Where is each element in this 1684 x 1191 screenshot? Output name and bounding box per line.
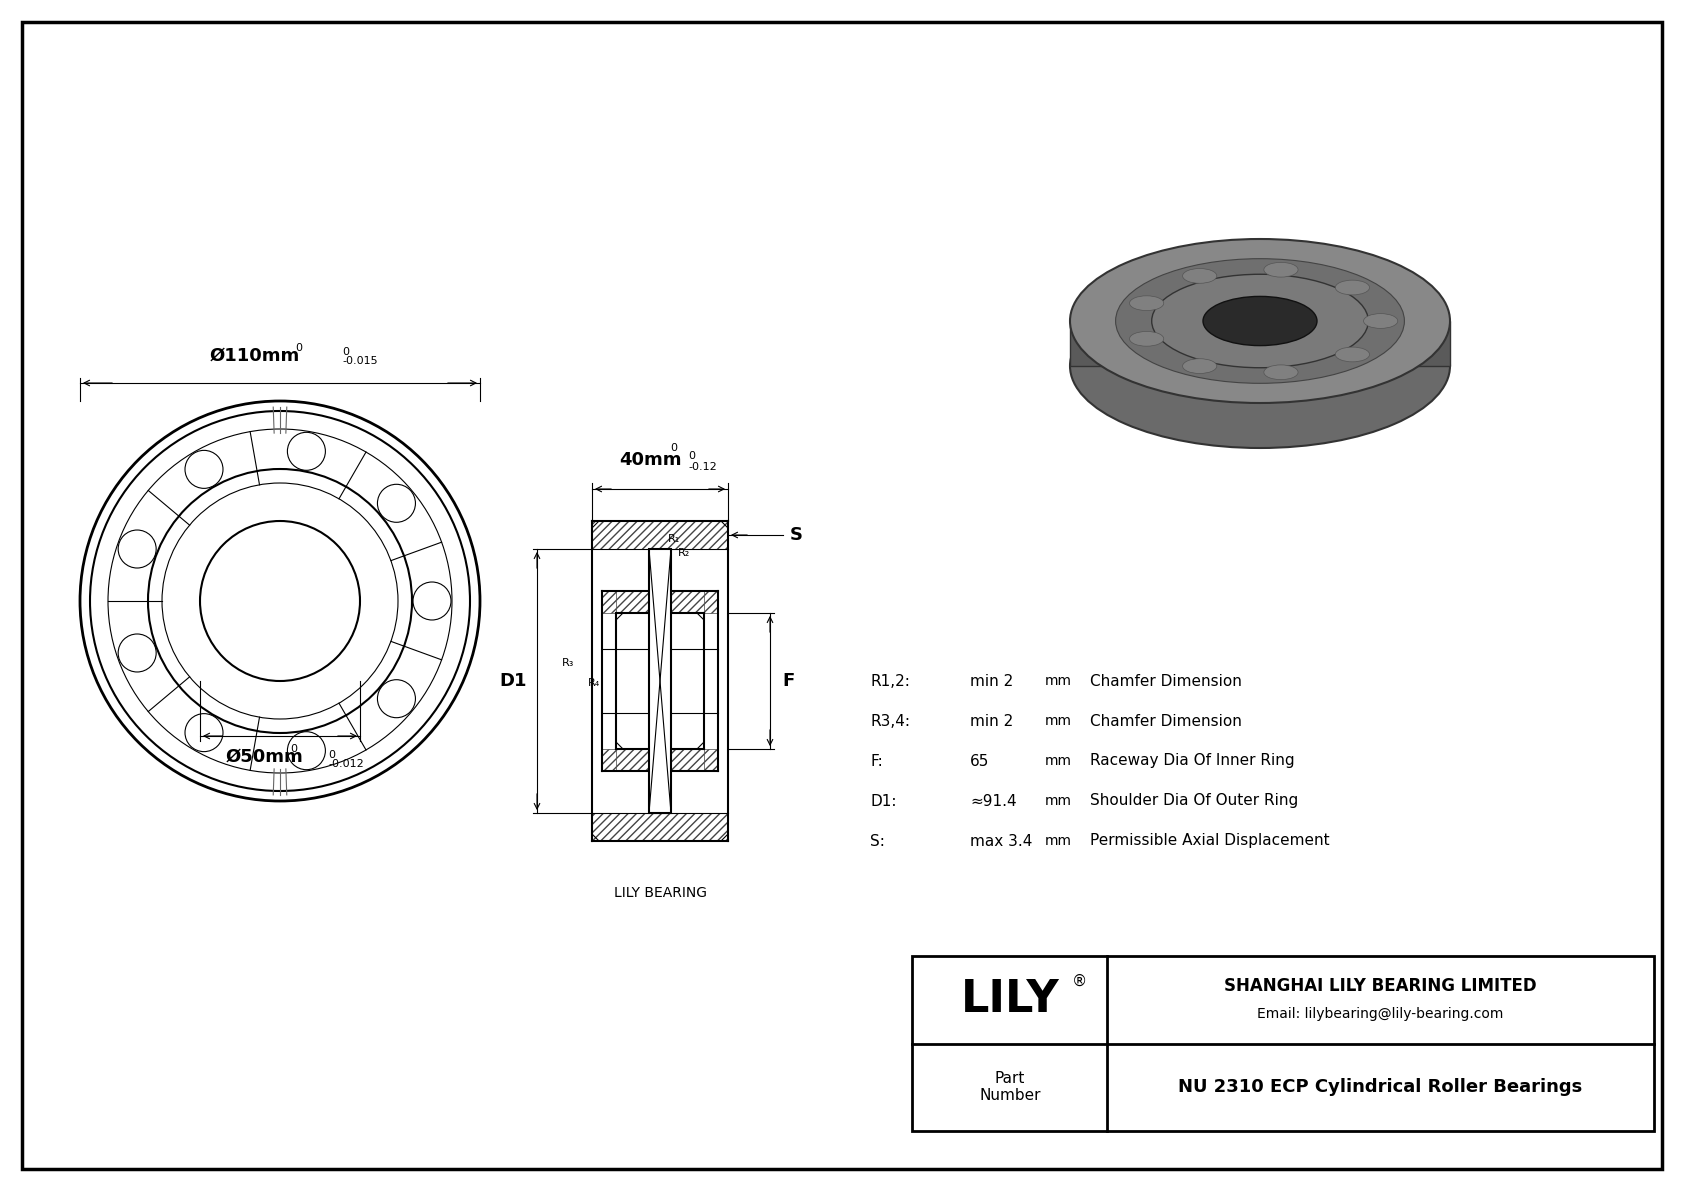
Polygon shape	[1069, 322, 1450, 366]
Text: 0: 0	[670, 443, 677, 453]
Text: R3,4:: R3,4:	[871, 713, 909, 729]
Ellipse shape	[1130, 331, 1164, 347]
Text: 0: 0	[290, 744, 296, 754]
Text: 0: 0	[295, 343, 301, 353]
Text: Raceway Dia Of Inner Ring: Raceway Dia Of Inner Ring	[1090, 754, 1295, 768]
Ellipse shape	[1265, 262, 1298, 278]
Text: min 2: min 2	[970, 673, 1014, 688]
Text: mm: mm	[1046, 674, 1073, 688]
Text: Part
Number: Part Number	[980, 1071, 1041, 1103]
Ellipse shape	[1130, 295, 1164, 311]
Bar	[601, 749, 717, 771]
Bar	[593, 813, 727, 841]
Text: -0.015: -0.015	[342, 356, 377, 366]
Text: D1:: D1:	[871, 793, 896, 809]
Text: R₃: R₃	[562, 657, 574, 668]
Ellipse shape	[1364, 313, 1398, 329]
Text: 0: 0	[342, 347, 349, 357]
Text: ≈91.4: ≈91.4	[970, 793, 1017, 809]
Ellipse shape	[1069, 239, 1450, 403]
Text: R₁: R₁	[669, 534, 680, 544]
Text: mm: mm	[1046, 713, 1073, 728]
Bar	[616, 749, 704, 771]
Text: 0: 0	[328, 750, 335, 760]
Text: Shoulder Dia Of Outer Ring: Shoulder Dia Of Outer Ring	[1090, 793, 1298, 809]
Bar	[593, 520, 727, 549]
Text: -0.12: -0.12	[689, 462, 717, 472]
Bar	[648, 549, 670, 813]
Ellipse shape	[1265, 364, 1298, 380]
Text: mm: mm	[1046, 834, 1073, 848]
Text: mm: mm	[1046, 794, 1073, 807]
Text: mm: mm	[1046, 754, 1073, 768]
Ellipse shape	[1069, 283, 1450, 448]
Ellipse shape	[1182, 268, 1218, 283]
Bar	[913, 956, 1654, 1131]
Text: Permissible Axial Displacement: Permissible Axial Displacement	[1090, 834, 1330, 848]
Text: LILY BEARING: LILY BEARING	[613, 886, 707, 900]
Text: 65: 65	[970, 754, 990, 768]
Text: 0: 0	[689, 451, 695, 461]
Text: 40mm: 40mm	[618, 451, 682, 469]
Text: Chamfer Dimension: Chamfer Dimension	[1090, 713, 1241, 729]
Ellipse shape	[1335, 280, 1369, 295]
Text: F: F	[781, 672, 795, 690]
Ellipse shape	[1202, 297, 1317, 345]
Text: -0.012: -0.012	[328, 759, 364, 769]
Text: S:: S:	[871, 834, 884, 848]
Text: R₂: R₂	[679, 548, 690, 559]
Text: SHANGHAI LILY BEARING LIMITED: SHANGHAI LILY BEARING LIMITED	[1224, 977, 1537, 994]
Text: ®: ®	[1073, 974, 1088, 990]
Bar	[616, 591, 704, 613]
Text: NU 2310 ECP Cylindrical Roller Bearings: NU 2310 ECP Cylindrical Roller Bearings	[1179, 1078, 1583, 1096]
Bar	[601, 591, 717, 613]
Text: Ø110mm: Ø110mm	[210, 347, 300, 364]
Text: max 3.4: max 3.4	[970, 834, 1032, 848]
Text: F:: F:	[871, 754, 882, 768]
Text: Chamfer Dimension: Chamfer Dimension	[1090, 673, 1241, 688]
Text: Email: lilybearing@lily-bearing.com: Email: lilybearing@lily-bearing.com	[1258, 1006, 1504, 1021]
Ellipse shape	[1335, 347, 1369, 362]
Text: Ø50mm: Ø50mm	[226, 748, 303, 766]
Text: R₄: R₄	[588, 678, 600, 688]
Text: LILY: LILY	[960, 978, 1059, 1021]
Text: D1: D1	[500, 672, 527, 690]
Ellipse shape	[1115, 258, 1404, 384]
Text: min 2: min 2	[970, 713, 1014, 729]
Text: R1,2:: R1,2:	[871, 673, 909, 688]
Ellipse shape	[1182, 358, 1218, 374]
Ellipse shape	[1152, 274, 1369, 368]
Text: S: S	[790, 526, 803, 544]
